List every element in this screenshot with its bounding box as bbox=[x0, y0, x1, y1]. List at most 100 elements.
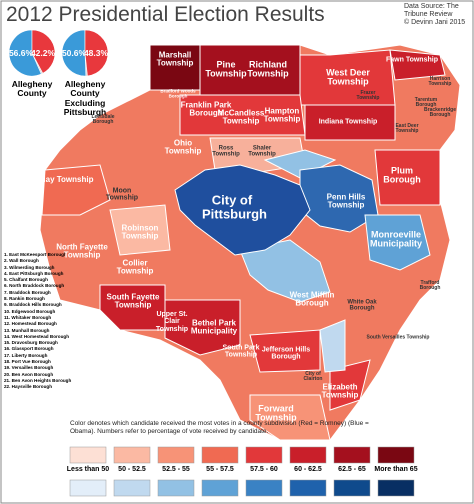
source-text: Data Source: The Tribune Review bbox=[404, 3, 459, 19]
legend-bin: 52.5 - 55 bbox=[162, 466, 190, 473]
small-municipality: 19. Versailles Borough bbox=[4, 365, 54, 371]
municipality-label: Richland Township bbox=[247, 59, 289, 79]
municipality-label: Moon Township bbox=[105, 187, 139, 202]
small-municipality: 12. Homestead Borough bbox=[4, 321, 57, 327]
small-municipality: 11. Whitaker Borough bbox=[4, 314, 52, 320]
municipality-label: Trafford Borough bbox=[419, 279, 441, 291]
small-municipality: 7. Braddock Borough bbox=[4, 289, 51, 295]
small-municipality: 21. Ben Avon Heights Borough bbox=[4, 377, 72, 383]
region bbox=[239, 239, 331, 303]
small-municipality: 5. Chalfant Borough bbox=[4, 277, 48, 283]
municipality-label: Indiana Township bbox=[318, 118, 378, 126]
municipality-label: Leetsdale Borough bbox=[91, 113, 115, 125]
title: 2012 Presidential Election Results bbox=[6, 3, 325, 26]
legend-bin: 57.5 - 60 bbox=[250, 466, 278, 473]
legend-swatch-red bbox=[377, 446, 415, 464]
legend-swatch-red bbox=[201, 446, 239, 464]
legend-swatch-blue bbox=[289, 479, 327, 497]
legend-swatch-blue bbox=[333, 479, 371, 497]
municipality-label: West Deer Township bbox=[326, 67, 370, 87]
legend-bin: More than 65 bbox=[374, 466, 418, 473]
small-municipality: 20. Ben Avon Borough bbox=[4, 371, 54, 377]
region bbox=[174, 164, 311, 256]
small-municipality: 3. Wilmerding Borough bbox=[4, 264, 55, 270]
small-municipality: 17. Liberty Borough bbox=[4, 352, 48, 358]
pie-slice bbox=[61, 29, 87, 77]
legend-swatch-red bbox=[69, 446, 107, 464]
legend-swatch-blue bbox=[245, 479, 283, 497]
municipality-label: Bradford Woods Borough bbox=[160, 88, 196, 98]
small-municipality: 9. Braddock Hills Borough bbox=[4, 302, 62, 308]
legend-swatch-blue bbox=[157, 479, 195, 497]
municipality-label: City of Clairton bbox=[303, 370, 323, 382]
region bbox=[249, 329, 321, 373]
small-municipality: 1. East McKeesport Borough bbox=[4, 252, 67, 257]
legend-swatch-red bbox=[289, 446, 327, 464]
small-municipality: 18. Port Vue Borough bbox=[4, 359, 51, 365]
legend-swatch-blue bbox=[377, 479, 415, 497]
municipality-label: Tarentum Borough bbox=[414, 96, 438, 108]
region bbox=[329, 359, 371, 411]
municipality-label: Shaler Township bbox=[248, 145, 276, 158]
municipality-label: Upper St. Clair Township bbox=[155, 310, 189, 333]
municipality-label: City of Pittsburgh bbox=[202, 192, 267, 221]
pie-label: 50.6% bbox=[62, 48, 87, 58]
legend-swatch-red bbox=[113, 446, 151, 464]
municipality-label: Fawn Township bbox=[386, 56, 438, 64]
credit: © Devinn Jani 2015 bbox=[404, 19, 466, 27]
legend-note: Color denotes which candidate received t… bbox=[70, 420, 369, 435]
municipality-label: Bethel Park Municipality bbox=[190, 318, 238, 336]
municipality-label: Elizabeth Township bbox=[321, 382, 359, 400]
region bbox=[41, 164, 111, 216]
municipality-label: Forward Township bbox=[255, 403, 297, 423]
legend-bin: Less than 50 bbox=[66, 466, 110, 473]
municipality-label: Robinson Township bbox=[121, 223, 159, 241]
municipality-label: White Oak Borough bbox=[347, 299, 377, 312]
small-municipality: 15. Dravosburg Borough bbox=[4, 340, 58, 346]
small-municipality: 2. Wall Borough bbox=[4, 258, 39, 264]
pie-slice bbox=[31, 29, 56, 74]
municipality-label: McCandless Township bbox=[217, 108, 265, 126]
region bbox=[99, 284, 166, 331]
municipality-label: Franklin Park Borough bbox=[180, 100, 232, 118]
region bbox=[249, 394, 331, 441]
municipality-label: Marshall Township bbox=[156, 50, 194, 68]
legend-swatch-red bbox=[333, 446, 371, 464]
legend-swatch-red bbox=[245, 446, 283, 464]
legend-bin: 55 - 57.5 bbox=[206, 466, 234, 473]
region bbox=[319, 319, 346, 373]
municipality-label: Brackenridge Borough bbox=[424, 106, 456, 118]
municipality-label: Harrison Township bbox=[428, 75, 452, 87]
pie-caption: Allegheny County bbox=[11, 79, 53, 99]
municipality-label: South Versailles Township bbox=[366, 334, 430, 341]
municipality-label: Monroeville Municipality bbox=[369, 229, 422, 249]
municipality-label: Penn Hills Township bbox=[326, 192, 366, 210]
small-municipality-list: 1. East McKeesport Borough 2. Wall Boroug… bbox=[4, 252, 76, 391]
municipality-label: Ross Township bbox=[212, 145, 240, 158]
municipality-label: Frazer Township bbox=[356, 89, 380, 101]
municipality-label: Plum Borough bbox=[383, 165, 421, 185]
legend-swatch-blue bbox=[69, 479, 107, 497]
municipality-label: Findlay Township bbox=[26, 174, 94, 184]
legend-swatch-blue bbox=[201, 479, 239, 497]
region bbox=[263, 149, 337, 179]
region bbox=[364, 214, 431, 271]
region bbox=[109, 204, 171, 256]
small-municipality: 14. West Homestead Borough bbox=[4, 333, 70, 339]
small-municipality: 22. Haysville Borough bbox=[4, 384, 52, 390]
pie-label: 48.3% bbox=[84, 48, 109, 58]
pie-caption: Allegheny County Excluding Pittsburgh bbox=[63, 79, 107, 118]
region bbox=[304, 104, 396, 141]
municipality-label: East Deer Township bbox=[395, 122, 419, 134]
small-municipality: 4. East Pittsburgh Borough bbox=[4, 270, 64, 276]
pie-label: 42.2% bbox=[31, 48, 56, 58]
municipality-label: South Fayette Township bbox=[106, 292, 160, 310]
municipality-label: Collier Township bbox=[116, 258, 154, 276]
pie-label: 56.6% bbox=[9, 48, 34, 58]
legend-bin: 62.5 - 65 bbox=[338, 466, 366, 473]
small-municipality: 10. Edgewood Borough bbox=[4, 308, 56, 314]
municipality-label: Ohio Township bbox=[164, 138, 202, 156]
